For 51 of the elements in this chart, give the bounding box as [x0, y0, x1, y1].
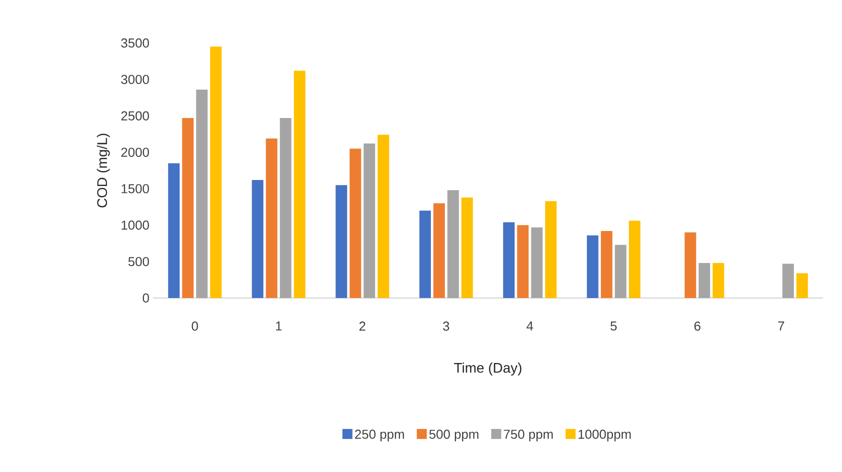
bar — [350, 148, 362, 298]
bar — [280, 118, 292, 298]
bar — [419, 210, 431, 298]
bar — [712, 263, 724, 298]
x-tick-label: 4 — [526, 322, 534, 330]
bar — [182, 118, 194, 298]
bar — [517, 225, 529, 298]
x-tick-label: 2 — [359, 322, 366, 331]
x-tick-label: 6 — [694, 322, 700, 331]
bar — [252, 180, 264, 298]
bar — [782, 264, 794, 298]
bar — [447, 190, 459, 298]
bar — [168, 163, 180, 298]
bar — [600, 230, 612, 298]
x-tick-label: 0 — [192, 322, 198, 331]
bar — [433, 203, 445, 298]
bar — [378, 134, 390, 298]
x-tick-label: 3 — [443, 322, 450, 331]
x-tick-label: 1 — [276, 322, 282, 330]
x-tick-label: 5 — [610, 322, 617, 331]
bar — [503, 222, 515, 298]
bar — [586, 235, 598, 298]
y-tick-label: 3000 — [121, 74, 149, 84]
y-tick-label: 500 — [128, 256, 149, 266]
y-axis-title: COD (mg/L) — [96, 134, 110, 208]
y-tick-label: 3500 — [121, 38, 149, 48]
bar — [545, 201, 557, 298]
legend-label: 500 ppm — [429, 430, 478, 442]
bar — [684, 232, 696, 298]
bar — [294, 70, 306, 298]
bar — [210, 46, 222, 298]
legend-label: 1000ppm — [578, 430, 631, 442]
y-tick-label: 0 — [142, 293, 149, 303]
bar — [336, 185, 348, 298]
legend-label: 250 ppm — [355, 430, 404, 442]
bar — [796, 273, 808, 298]
x-axis-title: Time (Day) — [454, 362, 522, 376]
y-tick-label: 1500 — [122, 184, 149, 194]
legend-label: 750 ppm — [504, 430, 553, 442]
bar — [531, 227, 543, 298]
x-tick-label: 7 — [778, 322, 784, 330]
bar — [698, 263, 710, 298]
bar — [266, 138, 278, 298]
y-tick-label: 2500 — [121, 111, 149, 120]
bar — [364, 144, 376, 298]
y-tick-label: 1000 — [122, 220, 149, 230]
bar — [628, 220, 640, 298]
bar — [461, 197, 473, 298]
bar — [196, 90, 208, 298]
bar — [614, 244, 626, 298]
y-tick-label: 2000 — [121, 148, 149, 157]
